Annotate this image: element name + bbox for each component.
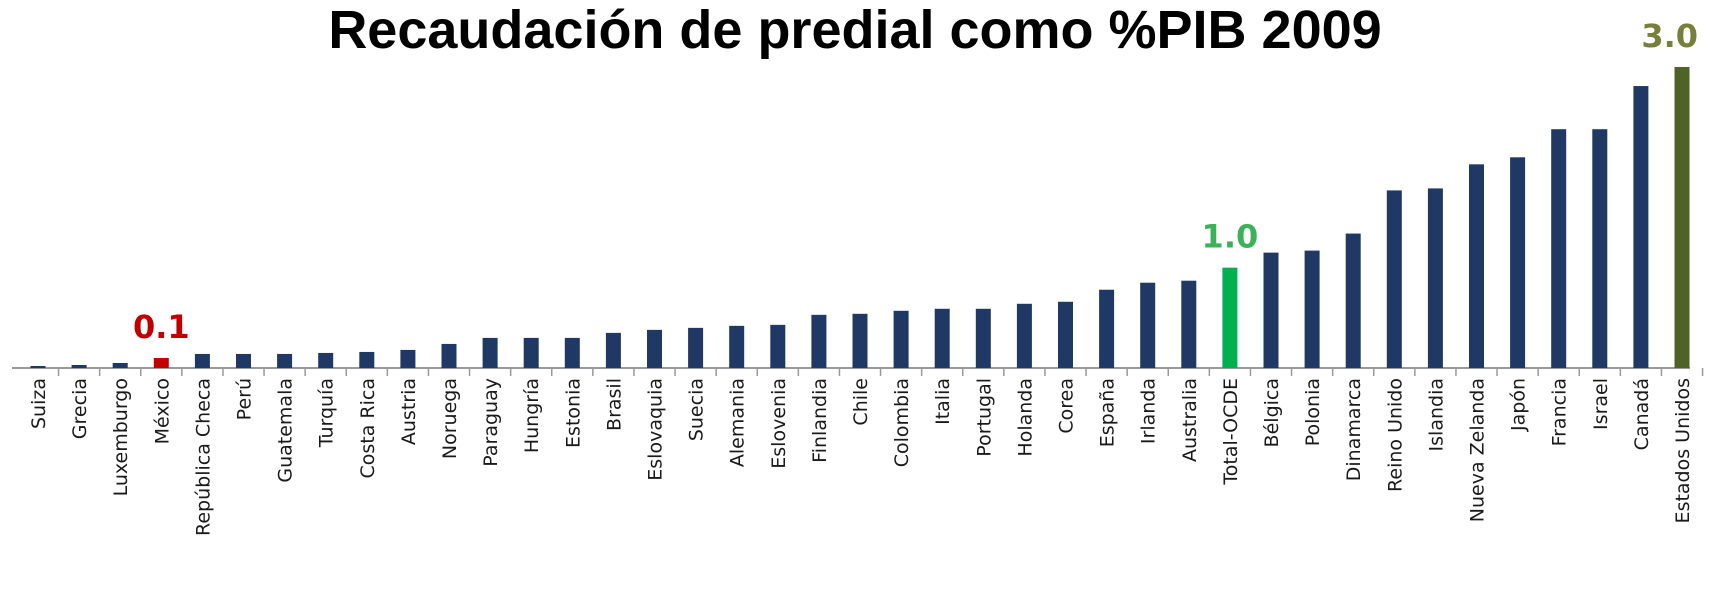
x-tick-label: Nueva Zelanda [1467,378,1489,522]
x-tick-label: Irlanda [1138,378,1160,444]
bar [1181,280,1197,368]
data-label: 1.0 [1202,218,1259,256]
bar [934,308,950,368]
bar [1551,129,1567,368]
bar [1386,190,1402,368]
x-tick-label: Canadá [1631,378,1653,450]
x-tick-label: Austria [398,378,420,445]
chart-title: Recaudación de predial como %PIB 2009 [328,0,1382,60]
bar [770,324,786,368]
x-tick-label: Dinamarca [1343,378,1365,481]
bar [71,364,87,368]
bar [112,362,128,368]
x-tick-label: Brasil [603,378,625,431]
bar [975,308,991,368]
x-tick-label: Israel [1590,378,1612,430]
bar [605,332,621,368]
x-tick-label: Francia [1549,378,1571,446]
x-tick-label: Suecia [686,378,708,441]
bar [1633,86,1649,369]
bar [441,343,457,368]
bar [1674,67,1690,368]
bar [893,310,909,368]
bar [1140,282,1156,368]
x-tick-label: República Checa [192,378,214,536]
x-tick-label: Eslovaquia [645,378,667,481]
bar [1345,233,1361,368]
bar [852,313,868,368]
x-tick-label: España [1097,378,1119,447]
bar [277,353,293,368]
data-label: 3.0 [1641,17,1698,55]
bar [1058,301,1073,368]
data-label: 0.1 [133,308,190,346]
x-tick-label: Estonia [562,378,584,448]
x-tick-label: Portugal [973,378,995,457]
x-tick-label: Guatemala [275,378,297,483]
bar [811,314,827,368]
x-tick-label: México [151,378,173,444]
bar [1304,250,1320,368]
x-tick-label: Polonia [1302,378,1324,446]
x-tick-label: Estados Unidos [1672,378,1694,523]
x-tick-label: Holanda [1014,378,1036,457]
bar [1592,129,1608,368]
x-tick-label: Perú [234,378,256,420]
bar [1510,157,1526,368]
bar [688,327,704,368]
x-tick-label: Bélgica [1261,378,1283,447]
bar [194,353,210,368]
bar [1469,164,1484,368]
bar [236,353,251,368]
bar [482,337,498,368]
x-tick-label: Alemania [727,378,749,467]
bar [30,365,46,368]
x-tick-label: Chile [850,378,872,426]
bar [1222,267,1238,368]
x-tick-label: Australia [1179,378,1201,462]
x-tick-label: Paraguay [480,378,502,467]
x-tick-label: Grecia [69,378,91,439]
bar [153,357,169,368]
x-tick-label: Corea [1056,378,1078,434]
bar [1427,188,1443,368]
bar [1099,289,1115,368]
bar [318,352,334,368]
bar [523,337,539,368]
bar [359,351,375,368]
bar [400,349,416,368]
x-tick-label: Luxemburgo [110,378,132,496]
x-tick-label: Turquía [316,378,338,448]
bar [1263,252,1279,368]
bar [647,329,662,368]
x-tick-label: Italia [932,378,954,425]
bar [564,337,580,368]
x-tick-label: Reino Unido [1384,378,1406,492]
x-tick-label: Suiza [28,378,50,429]
x-tick-label: Japón [1508,378,1530,432]
bar [729,325,745,368]
bar [1016,303,1032,368]
x-tick-label: Islandia [1425,378,1447,451]
x-tick-label: Hungría [521,378,543,453]
x-tick-label: Noruega [439,378,461,459]
x-tick-label: Costa Rica [357,378,379,479]
x-tick-label: Colombia [891,378,913,467]
x-tick-label: Finlandia [809,378,831,463]
x-tick-label: Total-OCDE [1220,378,1242,486]
x-tick-label: Eslovenia [768,378,790,469]
